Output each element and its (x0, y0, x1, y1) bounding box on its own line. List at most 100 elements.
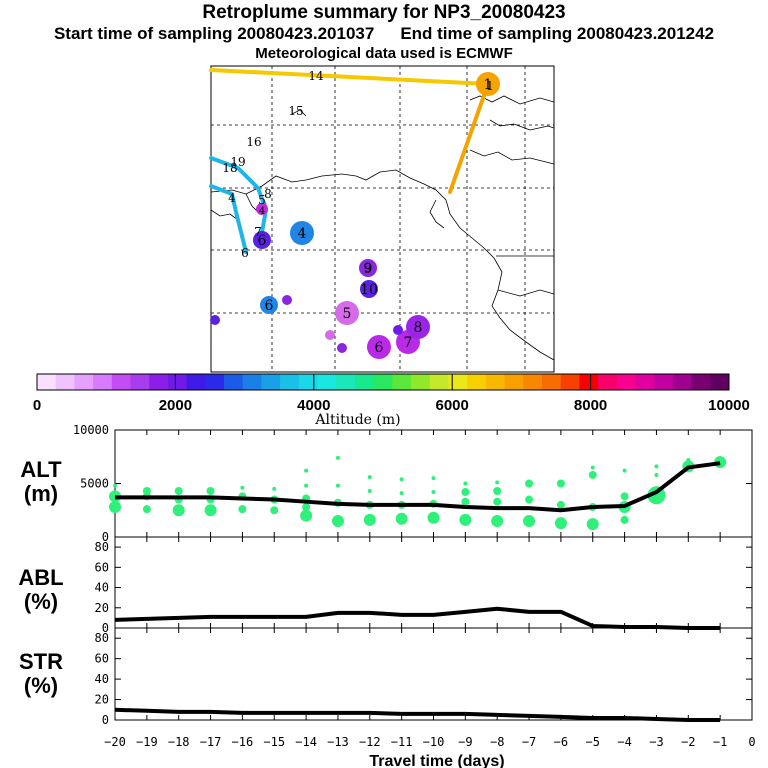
colorbar-cell (37, 374, 57, 390)
cluster-marker (256, 203, 268, 215)
str-ytick-label: 80 (95, 631, 109, 645)
abl-ytick-label: 60 (95, 560, 109, 574)
alt-scatter-point (335, 483, 340, 488)
x-tick-label: −17 (200, 735, 222, 749)
colorbar-cell (616, 374, 636, 390)
cluster-marker (360, 280, 378, 298)
cluster-marker (282, 295, 292, 305)
colorbar-cell (317, 374, 337, 390)
met-data-label: Meteorological data used is ECMWF (255, 45, 513, 62)
alt-scatter-point (461, 497, 470, 506)
cluster-marker (367, 335, 391, 359)
colorbar-cell (392, 374, 412, 390)
track-label: 8 (264, 187, 272, 201)
alt-scatter-point (654, 472, 659, 477)
alt-ytick-label: 0 (102, 530, 109, 544)
str-title-line1: STR (19, 649, 63, 674)
track-yellow (209, 68, 490, 86)
colorbar-cell (74, 374, 94, 390)
alt-scatter-point (174, 486, 183, 495)
abl-panel-title: ABL (%) (6, 566, 76, 614)
track-orange (448, 82, 490, 194)
x-tick-label: −5 (586, 735, 600, 749)
abl-title-line1: ABL (18, 565, 64, 590)
chart-title: Retroplume summary for NP3_20080423 (202, 2, 566, 23)
alt-scatter-point (431, 476, 436, 481)
cluster-label: 7 (404, 335, 413, 351)
alt-scatter-point (272, 486, 277, 491)
str-ytick-label: 0 (102, 713, 109, 727)
colorbar-cell (354, 374, 375, 390)
alt-panel: 0 5000 10000 (73, 423, 753, 544)
track-label: 1 (486, 79, 494, 93)
x-tick-label: −7 (522, 735, 536, 749)
alt-scatter-point (525, 479, 534, 488)
colorbar-cell (485, 374, 506, 390)
x-tick-label: −11 (391, 735, 413, 749)
abl-ytick-label: 20 (95, 601, 109, 615)
colorbar-tick-label: 2000 (159, 397, 192, 414)
x-tick-label: −16 (232, 735, 254, 749)
cluster-marker (260, 296, 278, 314)
colorbar-cell (654, 374, 674, 390)
alt-series-line (115, 461, 721, 513)
alt-scatter-point (300, 509, 313, 522)
cluster-marker (476, 72, 500, 96)
colorbar-cell (598, 374, 618, 390)
colorbar-cell (298, 374, 319, 390)
x-tick-label: −6 (554, 735, 568, 749)
colorbar-tick-label: 0 (33, 397, 41, 414)
colorbar-tick-label: 6000 (436, 397, 469, 414)
x-tick-label: −15 (263, 735, 285, 749)
colorbar-cell (111, 374, 132, 390)
alt-scatter-point (495, 480, 500, 485)
alt-scatter-point (113, 483, 117, 488)
alt-scatter-point (204, 504, 217, 517)
track-label: 4 (228, 191, 236, 205)
altitude-colorbar: 0 2000 4000 6000 8000 10000 Altitude (m) (33, 373, 750, 428)
colorbar-cell (93, 374, 113, 390)
cluster-marker (406, 315, 430, 339)
str-frame (114, 627, 753, 721)
alt-panel-title: ALT (m) (6, 458, 76, 506)
x-tick-label: −9 (458, 735, 472, 749)
colorbar-cell (280, 374, 300, 390)
colorbar-cell (467, 374, 487, 390)
colorbar-cell (429, 374, 449, 390)
cluster-label: 10 (360, 282, 378, 298)
colorbar-cell (504, 374, 524, 390)
cluster-marker (337, 343, 347, 353)
alt-ytick-label: 10000 (73, 423, 109, 437)
track-label: 16 (246, 135, 261, 149)
str-ytick-label: 20 (95, 693, 109, 707)
alt-scatter-point (206, 486, 215, 495)
x-tick-label: −14 (295, 735, 317, 749)
track-label: 5 (258, 193, 266, 207)
alt-scatter-point (427, 511, 440, 524)
x-tick-label: −19 (136, 735, 158, 749)
track-label: 14 (308, 69, 324, 83)
alt-scatter-point (654, 464, 659, 469)
colorbar-cell (411, 374, 431, 390)
str-ytick-label: 40 (95, 672, 109, 686)
x-tick-label: −1 (713, 735, 727, 749)
alt-scatter-point (304, 468, 309, 473)
alt-scatter-point (172, 504, 185, 517)
cluster-label: 6 (375, 340, 384, 356)
x-tick-label: 0 (748, 735, 755, 749)
cluster-marker (210, 315, 220, 325)
alt-scatter-point (399, 477, 404, 482)
x-axis: −20 −19 −18 −17 −16 −15 −14 −13 −12 −11 −10 −9 −8 −7−… (104, 735, 755, 768)
x-tick-label: −12 (359, 735, 381, 749)
colorbar-cell (130, 374, 150, 390)
alt-title-line2: (m) (23, 481, 59, 506)
alt-scatter-point (240, 485, 245, 490)
colorbar-cell (560, 374, 580, 390)
alt-scatter-point (586, 518, 599, 531)
cluster-marker (290, 221, 314, 245)
cluster-marker (253, 231, 271, 249)
alt-scatter-point (620, 515, 629, 524)
alt-scatter-point (620, 492, 629, 501)
